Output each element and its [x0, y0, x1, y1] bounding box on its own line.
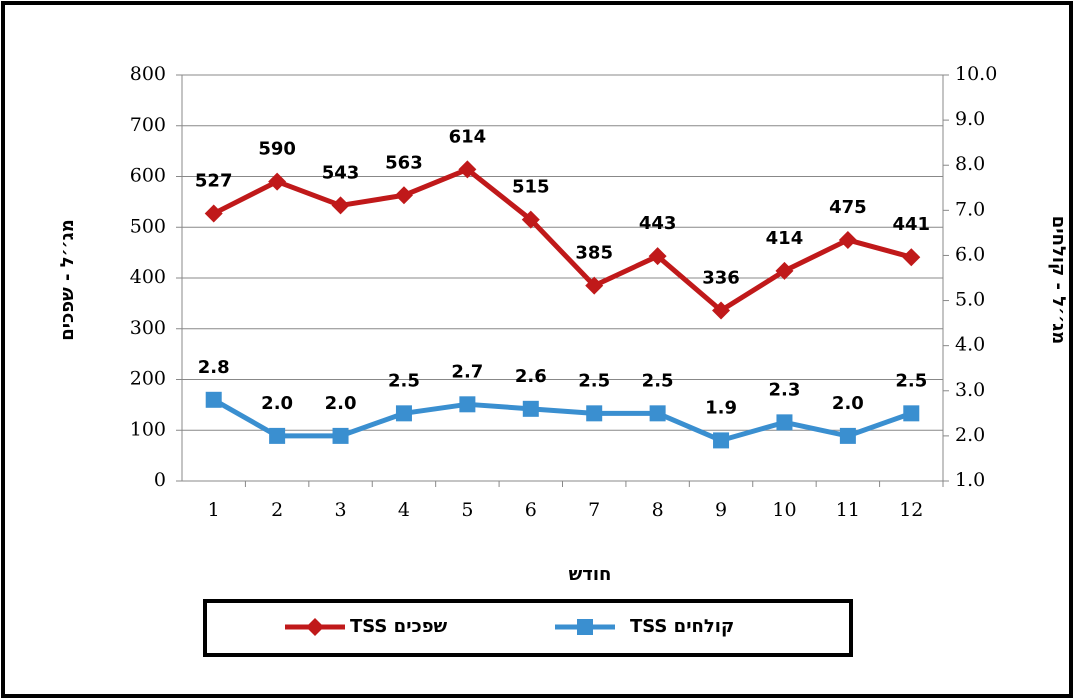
- data-label: 1.9: [705, 397, 737, 418]
- y-tick-label: 200: [130, 368, 166, 390]
- data-label: 443: [639, 213, 677, 234]
- point: [586, 405, 603, 422]
- y2-tick-label: 5.0: [955, 289, 985, 311]
- data-label: 441: [893, 214, 931, 235]
- point: [331, 196, 350, 215]
- data-label: 590: [258, 139, 296, 160]
- point: [776, 414, 793, 431]
- y-tick-label: 0: [154, 469, 166, 491]
- y-tick-label: 100: [130, 418, 166, 440]
- y-axis-title: מג׳׳ל - שפכים: [57, 219, 78, 340]
- x-tick-label: 2: [271, 499, 283, 521]
- data-label: 614: [449, 126, 487, 147]
- legend-label: שפכים TSS: [350, 616, 448, 637]
- point: [394, 186, 413, 205]
- point: [712, 301, 731, 320]
- point: [648, 247, 667, 266]
- data-label: 2.0: [325, 393, 357, 414]
- data-label: 2.0: [261, 393, 293, 414]
- data-label: 2.7: [451, 361, 483, 382]
- data-label: 2.6: [515, 366, 547, 387]
- point: [838, 230, 857, 249]
- y2-tick-label: 7.0: [955, 198, 985, 220]
- point: [459, 396, 476, 413]
- y2-tick-label: 10.0: [955, 63, 997, 85]
- y-tick-label: 800: [130, 63, 166, 85]
- data-label: 336: [702, 267, 740, 288]
- y2-tick-label: 1.0: [955, 469, 985, 491]
- data-label: 2.3: [769, 379, 801, 400]
- x-tick-label: 5: [461, 499, 473, 521]
- x-axis-title: חודש: [569, 564, 612, 585]
- y2-tick-label: 2.0: [955, 424, 985, 446]
- point: [903, 405, 920, 422]
- legend-marker: [306, 618, 324, 636]
- point: [332, 427, 349, 444]
- data-label: 2.5: [578, 370, 610, 391]
- y-tick-label: 400: [130, 266, 166, 288]
- y-tick-label: 500: [130, 215, 166, 237]
- data-label: 2.5: [642, 370, 674, 391]
- data-label: 2.0: [832, 393, 864, 414]
- x-tick-label: 1: [208, 499, 220, 521]
- y2-tick-label: 4.0: [955, 334, 985, 356]
- y2-tick-label: 8.0: [955, 153, 985, 175]
- point: [775, 261, 794, 280]
- x-tick-label: 7: [588, 499, 600, 521]
- point: [585, 276, 604, 295]
- x-tick-label: 10: [772, 499, 796, 521]
- point: [839, 427, 856, 444]
- legend-label: קולחים TSS: [630, 616, 734, 637]
- y2-tick-label: 6.0: [955, 243, 985, 265]
- y2-axis-title: מג׳׳ל - קולחים: [1048, 216, 1069, 344]
- point: [204, 204, 223, 223]
- data-label: 515: [512, 177, 550, 198]
- x-tick-label: 4: [398, 499, 410, 521]
- y2-tick-label: 9.0: [955, 108, 985, 130]
- data-label: 2.8: [198, 357, 230, 378]
- point: [713, 432, 730, 449]
- y-tick-label: 300: [130, 317, 166, 339]
- data-label: 543: [322, 162, 360, 183]
- point: [458, 160, 477, 179]
- point: [205, 391, 222, 408]
- legend-marker: [577, 619, 593, 635]
- data-label: 563: [385, 152, 423, 173]
- x-tick-label: 11: [836, 499, 860, 521]
- data-label: 475: [829, 197, 867, 218]
- x-tick-label: 6: [525, 499, 537, 521]
- x-tick-label: 9: [715, 499, 727, 521]
- x-tick-label: 3: [334, 499, 346, 521]
- x-tick-label: 12: [899, 499, 923, 521]
- series-line: [212, 397, 913, 443]
- data-label: 527: [195, 171, 233, 192]
- y-tick-label: 600: [130, 165, 166, 187]
- point: [395, 405, 412, 422]
- data-label: 414: [766, 228, 804, 249]
- data-label: 385: [575, 243, 613, 264]
- point: [268, 172, 287, 191]
- data-label: 2.5: [388, 370, 420, 391]
- point: [269, 427, 286, 444]
- data-label: 2.5: [895, 370, 927, 391]
- y-tick-label: 700: [130, 114, 166, 136]
- point: [902, 248, 921, 267]
- point: [521, 210, 540, 229]
- series-line: [212, 166, 912, 313]
- point: [522, 400, 539, 417]
- x-tick-label: 8: [652, 499, 664, 521]
- point: [649, 405, 666, 422]
- y2-tick-label: 3.0: [955, 379, 985, 401]
